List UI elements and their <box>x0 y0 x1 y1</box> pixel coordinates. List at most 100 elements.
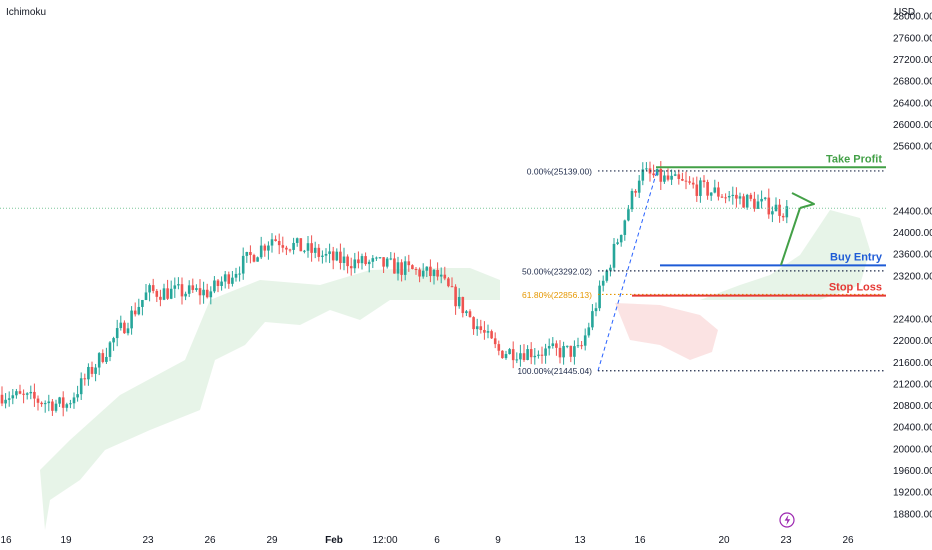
candle <box>767 188 771 219</box>
candle <box>652 164 655 178</box>
y-tick-label: 23600.00 <box>893 250 932 261</box>
candle <box>490 329 493 339</box>
candle <box>90 361 94 378</box>
candle <box>97 352 101 376</box>
candle <box>119 315 123 331</box>
y-tick-label: 27200.00 <box>893 55 932 66</box>
y-tick-label: 28000.00 <box>893 12 932 23</box>
candle <box>76 385 79 402</box>
price-axis[interactable]: 28000.00 27600.00 27200.00 26800.00 26400.00… <box>886 0 932 550</box>
candle <box>522 344 526 362</box>
candle <box>277 233 281 255</box>
candle <box>346 254 349 274</box>
candle <box>259 236 263 260</box>
candle <box>483 321 486 340</box>
candle <box>256 256 259 262</box>
candle <box>54 399 58 413</box>
candle <box>18 384 22 395</box>
candle <box>504 350 508 360</box>
candle <box>612 237 616 272</box>
candle <box>155 288 159 303</box>
candle <box>241 247 245 280</box>
candle <box>547 338 551 356</box>
candle <box>403 256 407 281</box>
candle <box>292 237 295 255</box>
lightning-icon[interactable] <box>779 512 795 528</box>
candle <box>587 322 591 338</box>
candle <box>472 316 475 335</box>
candle <box>324 248 328 263</box>
candle <box>519 344 522 367</box>
candle <box>414 266 418 275</box>
candle <box>555 340 558 356</box>
candle <box>418 267 421 283</box>
candle <box>753 191 756 212</box>
candle <box>627 205 630 222</box>
currency-label: USD <box>894 7 915 18</box>
candle <box>238 266 241 282</box>
candle <box>389 252 393 261</box>
candle <box>25 392 29 400</box>
candle <box>101 349 105 364</box>
candle <box>684 171 688 190</box>
candles <box>0 161 789 417</box>
y-tick-label: 24000.00 <box>893 228 932 239</box>
candle <box>562 341 565 365</box>
candle <box>569 345 573 363</box>
y-tick-label: 27600.00 <box>893 33 932 44</box>
candle <box>299 238 303 252</box>
candle <box>724 193 727 204</box>
candle <box>195 284 198 292</box>
candle <box>407 254 411 272</box>
candle <box>141 299 144 316</box>
candle <box>378 257 382 259</box>
candle <box>709 192 713 201</box>
candle <box>544 343 547 364</box>
candle <box>573 340 576 365</box>
candle <box>619 234 623 247</box>
candle <box>187 280 191 298</box>
candle <box>515 352 519 364</box>
candle <box>130 306 133 335</box>
candle <box>33 383 36 407</box>
candle <box>493 332 497 349</box>
candle <box>781 213 785 222</box>
candle <box>616 238 619 246</box>
y-tick-label: 20800.00 <box>893 401 932 412</box>
candle <box>745 193 749 210</box>
candle <box>36 395 40 411</box>
y-tick-label: 21200.00 <box>893 379 932 390</box>
candle <box>177 277 180 290</box>
candle <box>537 350 540 359</box>
y-tick-label: 26400.00 <box>893 98 932 109</box>
candle <box>335 248 339 262</box>
candle <box>263 243 267 257</box>
candle <box>357 251 360 269</box>
time-axis[interactable]: 16 19 23 26 29 Feb 12:00 6 9 13 16 20 23 26 <box>0 535 854 546</box>
candle <box>580 340 583 350</box>
x-tick-label: 13 <box>574 535 586 546</box>
y-tick-label: 22400.00 <box>893 315 932 326</box>
candle <box>58 396 61 408</box>
candle <box>465 309 468 317</box>
candle <box>205 283 209 299</box>
x-tick-label: 20 <box>718 535 730 546</box>
y-tick-label: 20000.00 <box>893 444 932 455</box>
candle <box>209 286 213 305</box>
candle <box>670 169 673 186</box>
candle <box>191 278 195 294</box>
candle <box>457 288 461 309</box>
x-tick-label: 19 <box>60 535 72 546</box>
candle <box>681 172 684 182</box>
candle <box>731 186 735 205</box>
candle <box>306 236 310 258</box>
candle <box>252 253 256 263</box>
candle <box>576 337 580 349</box>
y-tick-label: 23200.00 <box>893 271 932 282</box>
candle <box>11 388 15 405</box>
candle <box>162 283 166 301</box>
candle <box>742 193 745 208</box>
candle <box>623 219 627 241</box>
fib-level-label: 0.00%(25139.00) <box>527 166 592 176</box>
